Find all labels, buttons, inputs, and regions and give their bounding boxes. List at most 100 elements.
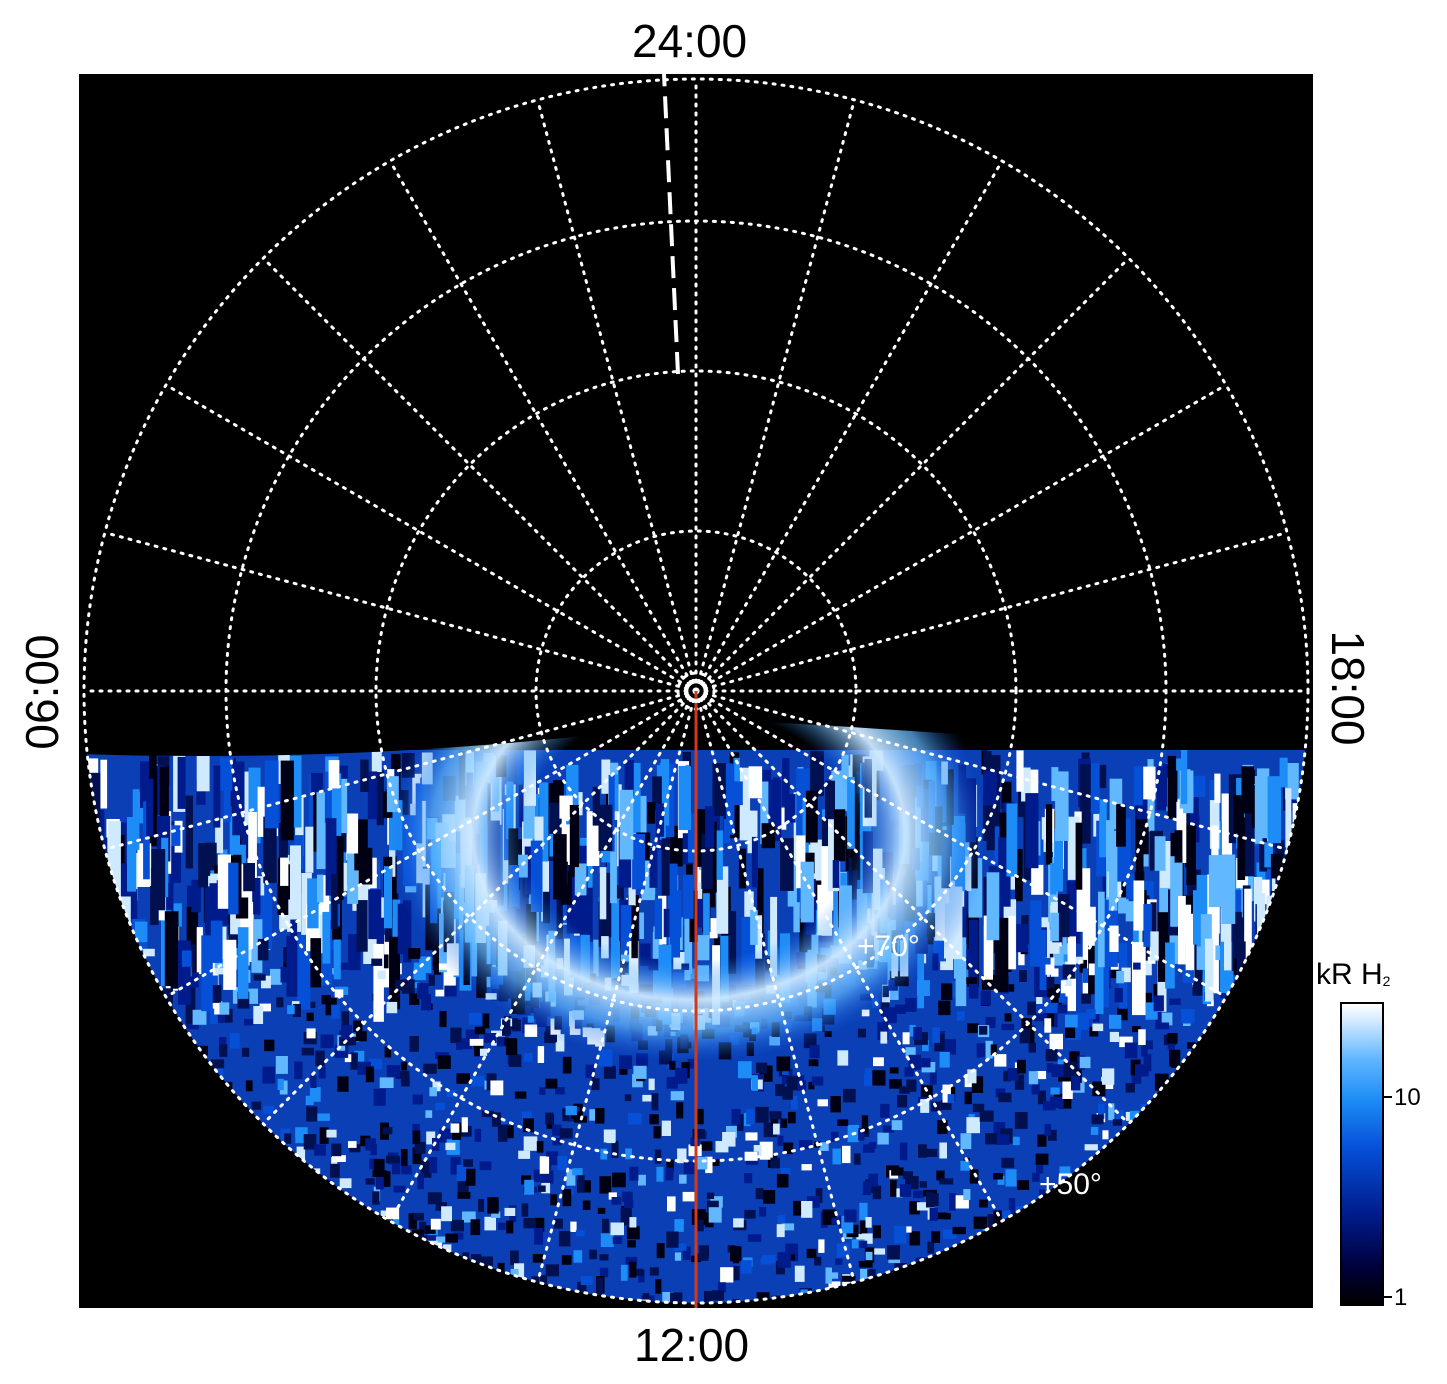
emission-pixel [164, 911, 179, 987]
emission-pixel [921, 1058, 931, 1068]
emission-pixel [597, 1207, 606, 1214]
emission-pixel [562, 1188, 572, 1207]
emission-pixel [986, 872, 1000, 941]
emission-pixel [1045, 804, 1053, 865]
emission-pixel [1140, 1046, 1148, 1057]
emission-pixel [1275, 1229, 1283, 1243]
emission-pixel [129, 999, 143, 1008]
emission-pixel [533, 1169, 541, 1182]
emission-pixel [425, 1225, 436, 1234]
emission-pixel [154, 1236, 167, 1251]
emission-pixel [971, 1293, 985, 1303]
emission-pixel [1196, 933, 1207, 970]
emission-pixel [201, 1084, 210, 1096]
emission-pixel [1191, 1181, 1201, 1199]
emission-pixel [196, 1228, 205, 1244]
emission-pixel [133, 1259, 144, 1273]
emission-pixel [1236, 1248, 1245, 1260]
emission-pixel [1293, 1264, 1307, 1283]
emission-pixel [929, 1070, 937, 1085]
emission-pixel [973, 1216, 988, 1229]
emission-pixel [1125, 1083, 1135, 1093]
emission-pixel [113, 1250, 121, 1263]
emission-pixel [677, 1148, 687, 1164]
emission-pixel [1109, 1014, 1122, 1029]
emission-pixel [1143, 766, 1156, 800]
emission-pixel [1002, 1210, 1011, 1224]
emission-pixel [1267, 1213, 1278, 1224]
emission-pixel [1246, 1016, 1253, 1032]
emission-pixel [787, 1111, 796, 1124]
emission-pixel [456, 1073, 470, 1084]
emission-pixel [325, 1246, 332, 1261]
emission-pixel [591, 1078, 600, 1091]
emission-pixel [825, 1267, 832, 1284]
emission-pixel [101, 1015, 112, 1030]
emission-pixel [1155, 1011, 1162, 1023]
emission-pixel [137, 1276, 147, 1294]
emission-pixel [1276, 1137, 1288, 1154]
emission-pixel [1301, 1145, 1308, 1162]
meridian-line [694, 689, 1289, 851]
emission-pixel [926, 1192, 935, 1208]
emission-pixel [263, 1105, 275, 1114]
emission-pixel [916, 1202, 928, 1211]
emission-pixel [1193, 775, 1206, 798]
emission-pixel [1214, 773, 1221, 803]
emission-pixel [1272, 1182, 1284, 1195]
emission-pixel [965, 1293, 978, 1303]
emission-pixel [408, 1213, 417, 1229]
emission-pixel [97, 1121, 109, 1135]
emission-pixel [1062, 1081, 1073, 1099]
emission-pixel [99, 900, 109, 944]
emission-pixel [219, 1044, 228, 1057]
emission-pixel [1189, 784, 1199, 826]
emission-pixel [807, 1196, 820, 1208]
emission-pixel [1124, 1042, 1138, 1059]
emission-pixel [103, 1013, 112, 1024]
emission-pixel [326, 1207, 337, 1225]
emission-pixel [1299, 947, 1307, 964]
emission-pixel [257, 938, 269, 961]
emission-pixel [263, 816, 277, 884]
emission-pixel [244, 1215, 253, 1224]
emission-pixel [673, 1243, 687, 1251]
emission-pixel [389, 936, 401, 1010]
emission-pixel [937, 1120, 948, 1134]
emission-pixel [88, 1015, 97, 1025]
emission-pixel [523, 1118, 534, 1133]
emission-pixel [619, 1065, 628, 1075]
emission-pixel [1251, 1071, 1259, 1086]
emission-pixel [116, 911, 126, 944]
emission-pixel [803, 1298, 811, 1303]
emission-pixel [782, 1086, 793, 1100]
emission-pixel [627, 1240, 636, 1248]
emission-pixel [941, 983, 953, 1000]
emission-pixel [355, 1258, 365, 1266]
emission-pixel [962, 1243, 969, 1253]
emission-pixel [345, 1196, 353, 1208]
emission-pixel [1288, 1079, 1298, 1089]
emission-pixel [625, 1256, 638, 1265]
emission-pixel [313, 783, 320, 852]
emission-pixel [115, 1198, 128, 1211]
emission-pixel [314, 1144, 326, 1156]
emission-pixel [331, 1143, 342, 1157]
colorbar-title-main: kR H [1316, 958, 1383, 991]
emission-pixel [319, 875, 330, 915]
meridian-line [694, 98, 856, 693]
emission-pixel [1292, 875, 1301, 931]
emission-pixel [546, 1151, 559, 1166]
emission-pixel [695, 1156, 708, 1170]
emission-pixel [582, 1200, 591, 1210]
emission-pixel [228, 1252, 238, 1262]
emission-pixel [1304, 1052, 1308, 1059]
emission-pixel [1135, 1247, 1144, 1265]
emission-pixel [510, 1268, 519, 1275]
meridian-line [261, 256, 698, 693]
emission-pixel [762, 1255, 776, 1264]
emission-pixel [198, 843, 209, 888]
emission-pixel [1089, 1026, 1099, 1037]
emission-pixel [228, 1234, 241, 1250]
emission-pixel [382, 1275, 395, 1288]
